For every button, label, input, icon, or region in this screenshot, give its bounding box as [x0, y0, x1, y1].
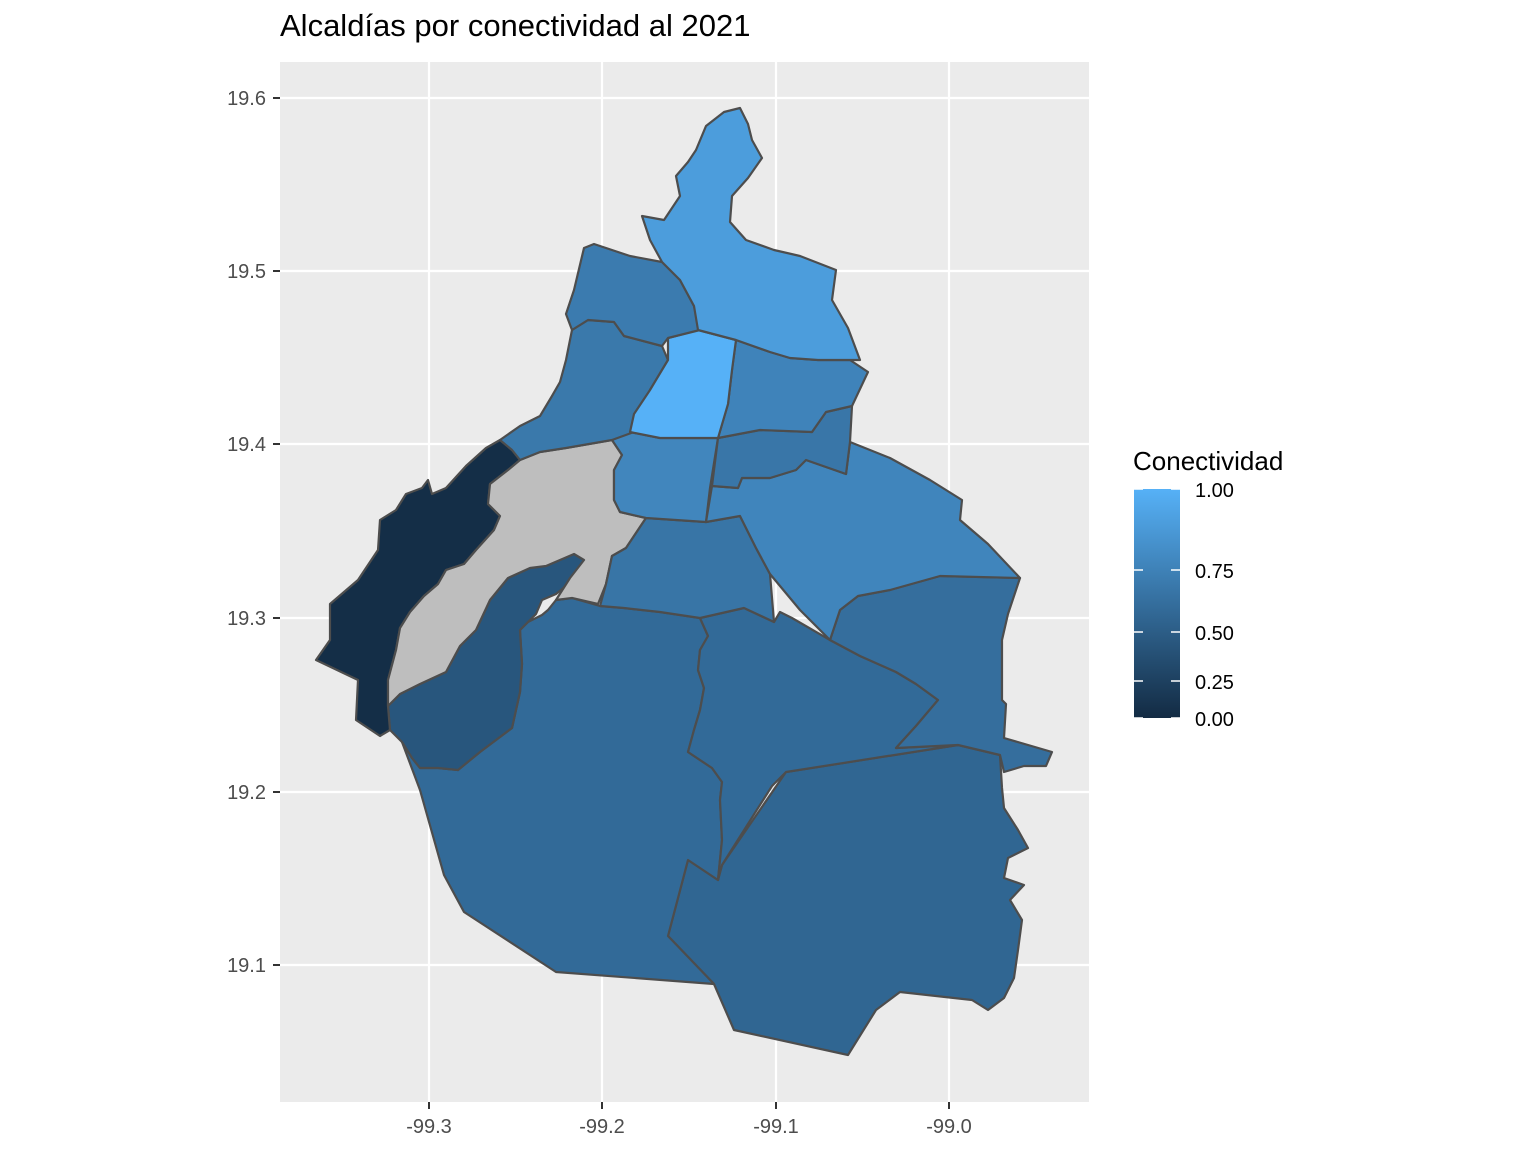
legend-label: 0.00 — [1195, 709, 1234, 731]
map-title: Alcaldías por conectividad al 2021 — [280, 8, 751, 43]
alcaldias-layer — [314, 106, 1054, 1057]
legend-label: 0.25 — [1195, 672, 1234, 694]
y-tick-label: 19.2 — [227, 782, 266, 804]
y-tick-label: 19.5 — [227, 261, 266, 283]
y-tick-label: 19.4 — [227, 434, 266, 456]
legend-title: Conectividad — [1133, 446, 1283, 476]
x-tick-label: -99.1 — [753, 1116, 799, 1138]
legend-label: 0.50 — [1195, 623, 1234, 645]
y-tick-label: 19.3 — [227, 608, 266, 630]
legend-colorbar — [1134, 489, 1180, 718]
x-tick-label: -99.2 — [579, 1116, 625, 1138]
y-axis: 19.6 19.5 19.4 19.3 19.2 19.1 — [227, 88, 280, 977]
x-tick-label: -99.0 — [926, 1116, 972, 1138]
legend-ticks — [1134, 488, 1180, 719]
legend: Conectividad 1.00 0.75 0.50 0.25 0.00 — [1133, 446, 1283, 731]
x-tick-label: -99.3 — [406, 1116, 452, 1138]
x-axis: -99.3 -99.2 -99.1 -99.0 — [406, 1102, 972, 1138]
region-benito-juarez — [610, 430, 720, 524]
legend-label: 0.75 — [1195, 561, 1234, 583]
region-xochimilco — [686, 606, 960, 882]
region-gustavo-a-madero — [640, 106, 862, 362]
y-tick-label: 19.1 — [227, 955, 266, 977]
y-tick-label: 19.6 — [227, 88, 266, 110]
region-azcapotzalco — [564, 242, 702, 348]
legend-label: 1.00 — [1195, 480, 1234, 502]
